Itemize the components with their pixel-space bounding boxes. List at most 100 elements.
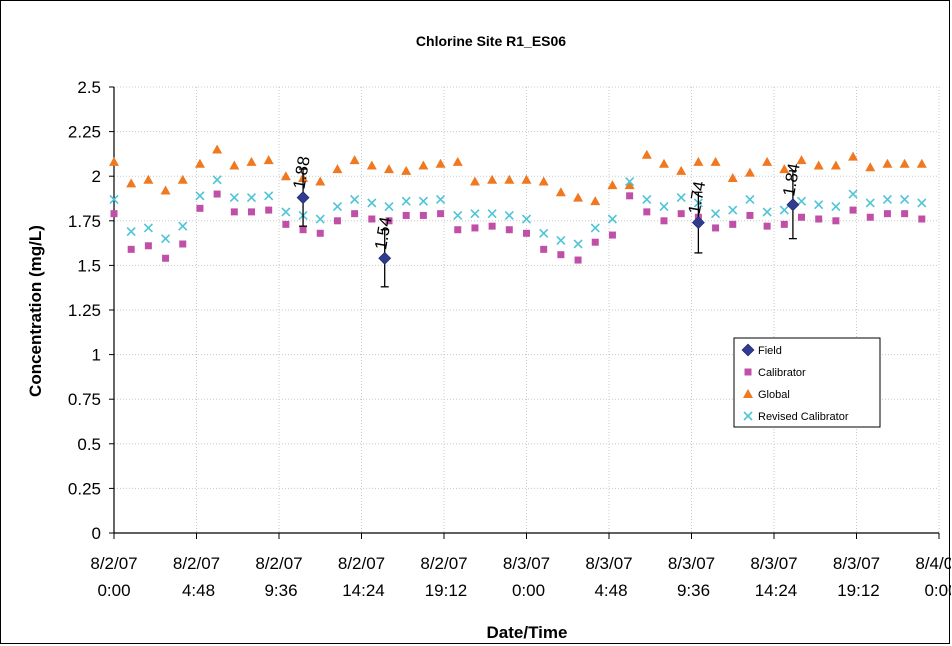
calibrator-point [574,256,582,264]
revised-calibrator-point [625,176,635,187]
y-tick-label: 1.25 [68,301,101,320]
revised-calibrator-point [710,209,721,219]
x-tick-label-date: 8/3/07 [585,554,632,573]
revised-calibrator-point [453,210,463,221]
global-point [246,156,257,166]
revised-calibrator-point [418,196,428,206]
calibrator-point [677,210,685,218]
global-point [916,158,927,168]
global-point [624,180,635,190]
global-point [109,156,119,166]
y-tick-label: 2.25 [68,123,101,142]
revised-calibrator-point [539,228,549,238]
global-point [487,174,498,184]
x-tick-label-time: 4:48 [594,581,627,600]
revised-calibrator-point [332,201,343,212]
x-tick-label-date: 8/3/07 [833,554,880,573]
global-point [315,176,326,186]
calibrator-point [918,215,926,223]
global-point [521,174,532,184]
revised-calibrator-point [728,205,738,215]
global-point [762,156,773,166]
series-calibrator [110,190,926,264]
calibrator-point [351,210,359,218]
calibrator-point [282,220,290,228]
data-label: 1.74 [685,180,709,216]
global-point [263,155,274,165]
y-axis-title: Concentration (mg/L) [26,225,45,397]
revised-calibrator-point [796,196,807,206]
axes-layer [109,86,940,539]
calibrator-point [179,240,187,248]
calibrator-point [712,224,720,232]
global-point [332,164,343,174]
calibrator-point [333,217,341,225]
field-point [296,191,310,205]
revised-calibrator-point [160,234,171,244]
x-tick-label-time: 0:00 [512,581,545,600]
revised-calibrator-point [109,194,119,204]
x-tick-label-time: 19:12 [837,581,880,600]
calibrator-point [866,213,874,221]
revised-calibrator-point [264,191,274,201]
calibrator-point [110,210,118,218]
calibrator-point [505,226,513,234]
legend-label: Field [758,345,782,357]
calibrator-point [883,210,891,218]
y-tick-label: 0.5 [77,435,101,454]
global-point [882,158,893,168]
global-point [830,160,841,170]
x-tick-label-date: 8/2/07 [255,554,302,573]
x-tick-labels: 8/2/07 0:00 8/2/07 4:48 8/2/07 9:36 8/2/07 14:2… [90,554,951,600]
series-layer [109,144,927,288]
series-revised-calibrator [109,175,927,249]
global-point [435,158,446,168]
calibrator-point [454,226,462,234]
y-tick-label: 1.75 [68,212,101,231]
x-tick-label-time: 14:24 [342,581,385,600]
global-point [366,160,377,170]
revised-calibrator-point [556,235,566,245]
y-tick-label: 0 [92,524,101,543]
calibrator-point [815,215,823,223]
x-tick-label-time: 4:48 [182,581,215,600]
global-point [813,160,824,170]
y-tick-label: 1 [92,346,101,365]
global-point [384,164,394,174]
field-point [691,216,705,230]
x-tick-label-time: 9:36 [264,581,297,600]
calibrator-point [849,206,857,214]
revised-calibrator-point [212,175,222,185]
calibrator-point [385,217,393,225]
legend-marker-revised-calibrator [743,411,753,421]
revised-calibrator-point [607,214,618,224]
revised-calibrator-point [900,194,910,204]
x-tick-label-date: 8/2/07 [420,554,467,573]
x-tick-label-time: 0:00 [97,581,130,600]
global-point [212,144,223,154]
calibrator-point [265,206,273,214]
legend-marker-global [743,389,753,398]
calibrator-point [488,222,496,230]
global-point [899,158,910,168]
field-point [378,251,392,265]
calibrator-point [523,229,530,237]
revised-calibrator-point [178,221,188,231]
y-tick-label: 2.5 [77,78,101,97]
grid-layer [114,86,940,533]
calibrator-point [248,208,255,216]
calibrator-point [780,220,788,228]
calibrator-point [798,213,805,221]
calibrator-point [471,224,479,232]
revised-calibrator-point [676,193,686,203]
calibrator-point [608,231,616,239]
revised-calibrator-point [848,189,858,199]
calibrator-point [316,229,324,237]
calibrator-point [368,215,376,223]
legend: Field Calibrator Global Revised Calibrator [733,337,881,428]
global-point [160,185,171,195]
global-point [693,156,704,166]
revised-calibrator-point [195,191,205,201]
global-point [555,187,566,197]
calibrator-point [729,220,737,228]
